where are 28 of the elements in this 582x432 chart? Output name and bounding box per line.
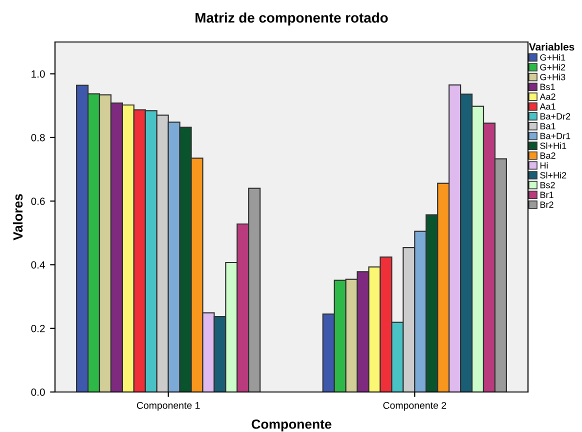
y-tick-label: 0.8 bbox=[31, 134, 45, 142]
legend-label: G+Hi2 bbox=[540, 64, 566, 70]
legend-label: Bs1 bbox=[540, 84, 555, 90]
legend-label: Aa2 bbox=[540, 94, 556, 100]
legend-label: G+Hi1 bbox=[540, 54, 566, 61]
y-tick-label: 0.0 bbox=[31, 388, 45, 396]
legend-label: Ba+Dr1 bbox=[540, 132, 570, 140]
legend-title: Variables bbox=[528, 42, 574, 51]
legend-label: Ba2 bbox=[540, 152, 556, 159]
legend-label: Ba1 bbox=[540, 123, 556, 130]
chart-title: Matriz de componente rotado bbox=[196, 12, 388, 26]
legend-label: Aa1 bbox=[540, 103, 556, 110]
x-axis-title: Componente bbox=[252, 419, 332, 432]
legend-label: Hi bbox=[540, 162, 548, 169]
y-tick-label: 0.2 bbox=[31, 324, 45, 332]
legend-label: G+Hi3 bbox=[540, 74, 566, 80]
legend-label: Ba+Dr2 bbox=[540, 113, 570, 120]
legend-label: Br2 bbox=[540, 202, 554, 208]
legend-label: Sl+Hi2 bbox=[540, 172, 566, 178]
y-axis-title: Valores bbox=[12, 194, 23, 240]
y-tick-label: 0.4 bbox=[31, 261, 45, 269]
y-tick-label: 0.6 bbox=[31, 198, 45, 205]
legend-label: Br1 bbox=[540, 192, 554, 198]
legend-label: Sl+Hi1 bbox=[540, 142, 566, 150]
y-tick-label: 1.0 bbox=[32, 70, 45, 78]
x-tick-label: Componente 2 bbox=[383, 402, 446, 411]
x-tick-label: Componente 1 bbox=[136, 402, 200, 411]
legend-label: Bs2 bbox=[540, 182, 555, 188]
